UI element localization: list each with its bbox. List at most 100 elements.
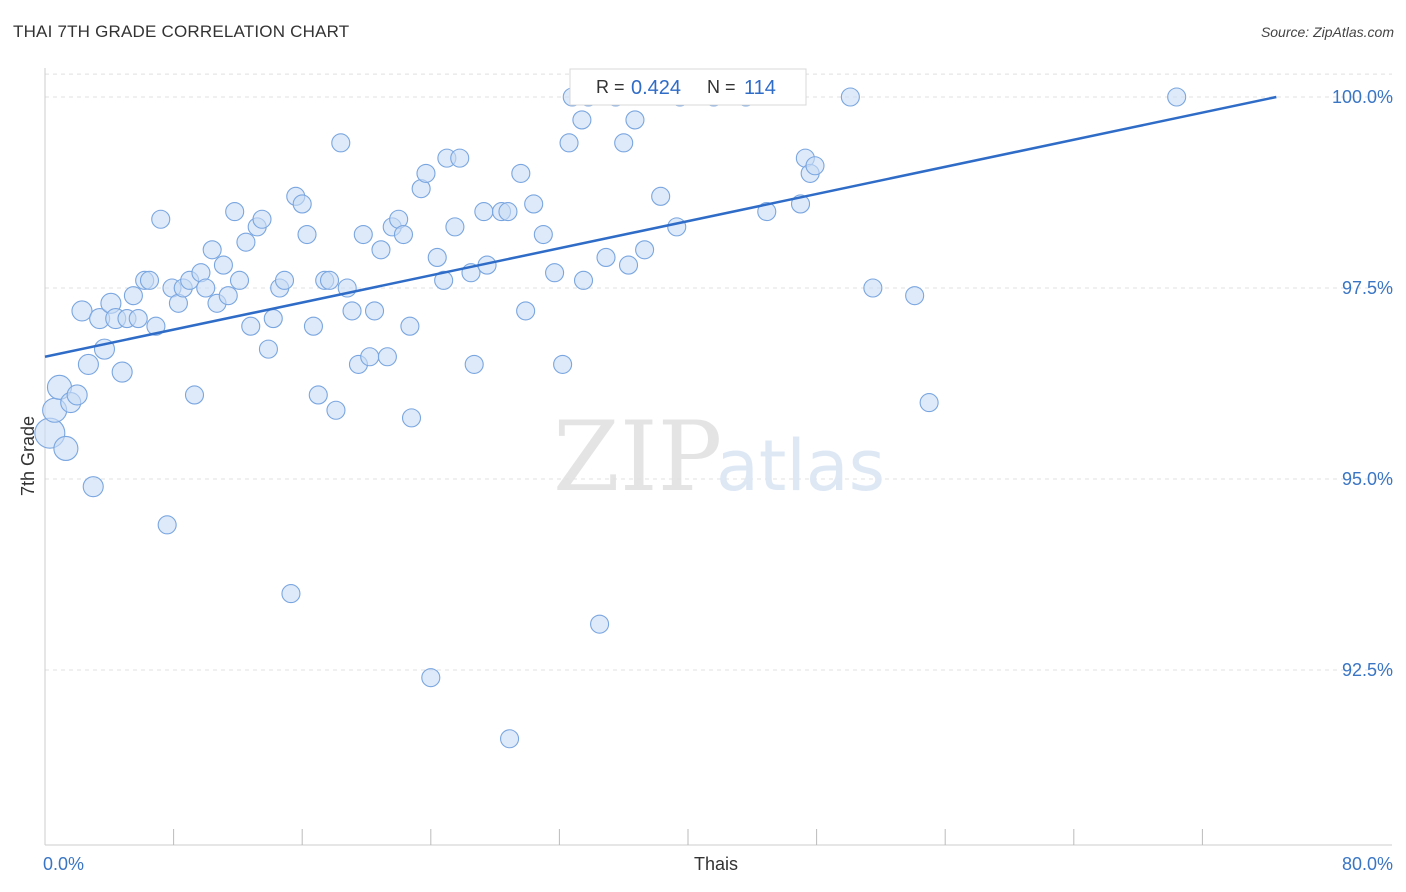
data-point [77, 353, 99, 375]
y-tick-label: 97.5% [1342, 278, 1393, 298]
data-point [184, 385, 205, 405]
data-point [393, 224, 414, 245]
data-point [434, 270, 454, 290]
data-point [292, 194, 312, 214]
data-point [263, 309, 283, 329]
data-point [53, 435, 79, 461]
gridlines [45, 73, 1392, 671]
data-point [667, 217, 687, 237]
data-point [421, 668, 441, 688]
watermark-atlas: atlas [716, 425, 885, 507]
data-point [281, 584, 301, 604]
data-point [157, 515, 177, 535]
data-point [364, 301, 385, 321]
data-point [919, 393, 939, 413]
data-point [139, 270, 160, 290]
watermark-zip: ZIP [553, 401, 722, 513]
data-point [511, 163, 531, 183]
data-point [464, 354, 484, 374]
data-point [401, 408, 422, 428]
data-point [252, 209, 272, 229]
data-point [297, 224, 317, 245]
data-point [516, 301, 536, 321]
axes: 92.5% 95.0% 97.5% 100.0% 0.0% 80.0% [43, 68, 1393, 874]
data-point [258, 339, 278, 359]
data-point [377, 347, 397, 367]
data-point [805, 156, 825, 176]
data-point [553, 354, 573, 374]
data-point [500, 729, 520, 749]
data-point [905, 286, 925, 306]
data-point [82, 476, 104, 498]
data-point [229, 270, 250, 290]
data-point [225, 202, 245, 222]
data-point [416, 163, 436, 183]
data-point [596, 247, 616, 267]
data-point [202, 240, 222, 260]
data-point [331, 133, 351, 153]
data-point [545, 263, 565, 283]
y-axis-label: 7th Grade [18, 416, 38, 496]
legend-box [569, 68, 807, 106]
data-point [123, 286, 143, 306]
data-point [863, 278, 883, 298]
legend-n-label: N = [707, 77, 736, 97]
data-point [111, 361, 133, 383]
trendline [44, 95, 1277, 358]
data-point [614, 133, 634, 153]
data-point [625, 110, 645, 130]
data-point [840, 87, 860, 107]
legend-n-value: 114 [744, 77, 776, 99]
data-point [66, 384, 88, 406]
data-point [371, 240, 391, 260]
data-point [218, 286, 238, 306]
data-point [427, 247, 447, 267]
data-point [635, 240, 655, 260]
watermark: ZIP atlas [553, 401, 885, 513]
data-point [236, 232, 256, 252]
data-point [400, 316, 420, 336]
data-point [308, 385, 328, 405]
data-point [274, 270, 295, 290]
data-point [573, 270, 594, 290]
data-point [450, 148, 470, 168]
legend-r-value: 0.424 [631, 77, 681, 99]
data-point [128, 309, 148, 329]
scatter-points [34, 87, 1187, 749]
trendline-group [44, 95, 1277, 358]
legend-r-label: R = [596, 77, 625, 97]
data-point [445, 217, 465, 237]
data-point [360, 347, 380, 367]
data-point [71, 300, 93, 322]
data-point [590, 614, 610, 634]
data-point [651, 186, 671, 206]
data-point [342, 301, 362, 321]
y-tick-label: 100.0% [1332, 87, 1393, 107]
x-tick-label: 80.0% [1342, 854, 1393, 874]
y-tick-label: 95.0% [1342, 469, 1393, 489]
data-point [572, 110, 592, 130]
x-tick-label: 0.0% [43, 854, 84, 874]
data-point [524, 194, 544, 214]
data-point [241, 316, 261, 336]
y-tick-label: 92.5% [1342, 660, 1393, 680]
data-point [326, 400, 346, 420]
data-point [319, 270, 340, 290]
chart-title: THAI 7TH GRADE CORRELATION CHART [13, 22, 350, 41]
data-point [151, 209, 171, 229]
data-point [196, 278, 216, 298]
source-label: Source: ZipAtlas.com [1260, 24, 1394, 40]
data-point [303, 316, 324, 336]
legend: R = 0.424 N = 114 [569, 68, 807, 106]
data-point [757, 202, 777, 222]
data-point [146, 316, 166, 336]
data-point [498, 202, 518, 222]
data-point [618, 255, 639, 275]
data-point [533, 224, 553, 245]
data-point [559, 133, 579, 153]
data-point [213, 255, 233, 275]
data-point [1167, 87, 1187, 107]
data-point [474, 202, 494, 222]
x-axis-label: Thais [694, 854, 738, 874]
